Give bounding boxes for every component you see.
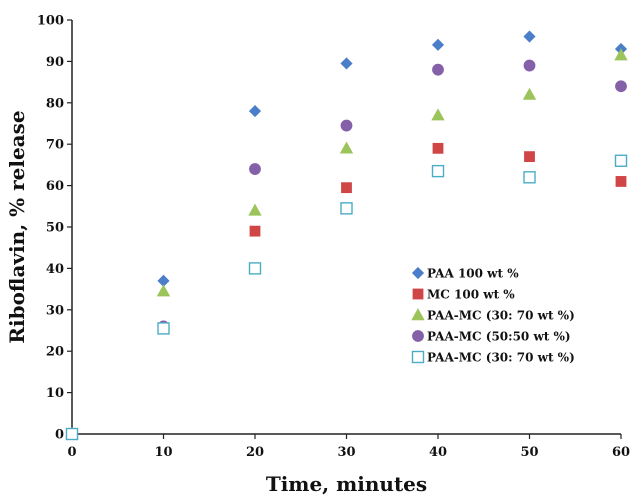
- legend-entry: PAA-MC (30: 70 wt %): [411, 308, 575, 323]
- legend-marker: [412, 288, 424, 300]
- data-point: [248, 105, 262, 118]
- data-point: [432, 63, 444, 76]
- y-tick-label: 40: [46, 262, 64, 277]
- data-point: [615, 80, 627, 93]
- legend-entry: MC 100 wt %: [412, 288, 515, 302]
- data-point: [65, 427, 79, 441]
- y-tick-label: 0: [55, 428, 64, 443]
- data-point: [432, 142, 444, 154]
- data-point: [523, 59, 536, 72]
- data-point: [340, 202, 353, 215]
- y-axis-title: Riboflavin, % release: [5, 110, 29, 343]
- data-point: [523, 171, 536, 184]
- legend-marker: [411, 308, 425, 321]
- x-tick-label: 20: [246, 445, 264, 460]
- legend-marker: [412, 330, 424, 342]
- data-point: [249, 163, 261, 175]
- legend-entry: PAA-MC (30: 70 wt %): [411, 350, 575, 365]
- x-tick-label: 60: [612, 445, 630, 460]
- data-point: [615, 176, 627, 187]
- legend-label: PAA-MC (30: 70 wt %): [427, 309, 575, 323]
- x-tick-label: 30: [337, 445, 355, 460]
- y-tick-label: 60: [46, 179, 64, 194]
- legend-label: PAA-MC (30: 70 wt %): [427, 351, 575, 365]
- data-point: [248, 203, 262, 216]
- series-5: [65, 154, 628, 441]
- legend-label: PAA 100 wt %: [427, 267, 519, 281]
- ticks: 0 10 20 30 40 50 60 70 80 90 100 0 10 20 30 40 50 60: [37, 14, 630, 461]
- data-point: [157, 322, 170, 335]
- data-point: [248, 262, 262, 275]
- series-1: [65, 30, 628, 441]
- y-tick-label: 90: [46, 55, 64, 70]
- legend-entry: PAA 100 wt %: [411, 266, 519, 281]
- legend-entry: PAA-MC (50:50 wt %): [412, 330, 571, 344]
- data-point: [431, 164, 445, 178]
- legend: PAA 100 wt % MC 100 wt % PAA-MC (30: 70 wt…: [411, 266, 575, 365]
- x-tick-label: 10: [154, 445, 172, 460]
- y-tick-label: 30: [46, 303, 64, 318]
- data-point: [614, 48, 628, 61]
- data-point: [431, 38, 445, 51]
- data-point: [523, 30, 536, 43]
- data-points: [65, 30, 628, 441]
- y-tick-label: 10: [46, 386, 64, 401]
- series-2: [66, 142, 627, 440]
- series-4: [66, 59, 627, 440]
- x-axis-title: Time, minutes: [266, 472, 427, 495]
- data-point: [614, 154, 628, 167]
- y-tick-label: 80: [46, 96, 64, 111]
- data-point: [524, 151, 535, 163]
- data-point: [249, 225, 261, 237]
- legend-marker: [411, 350, 425, 364]
- data-point: [339, 141, 354, 154]
- y-tick-label: 20: [46, 345, 64, 360]
- data-point: [341, 182, 352, 194]
- y-tick-label: 70: [46, 138, 64, 153]
- x-tick-label: 40: [429, 445, 447, 460]
- axes: [71, 20, 621, 435]
- series-3: [65, 48, 628, 440]
- y-tick-label: 50: [46, 221, 64, 236]
- data-point: [522, 87, 537, 100]
- legend-label: PAA-MC (50:50 wt %): [427, 330, 571, 344]
- data-point: [156, 284, 171, 297]
- x-tick-label: 50: [520, 445, 538, 460]
- data-point: [340, 57, 353, 70]
- legend-label: MC 100 wt %: [427, 288, 515, 302]
- x-tick-label: 0: [67, 445, 76, 460]
- y-tick-label: 100: [37, 14, 64, 29]
- data-point: [340, 119, 353, 132]
- data-point: [431, 108, 445, 121]
- legend-marker: [411, 266, 425, 280]
